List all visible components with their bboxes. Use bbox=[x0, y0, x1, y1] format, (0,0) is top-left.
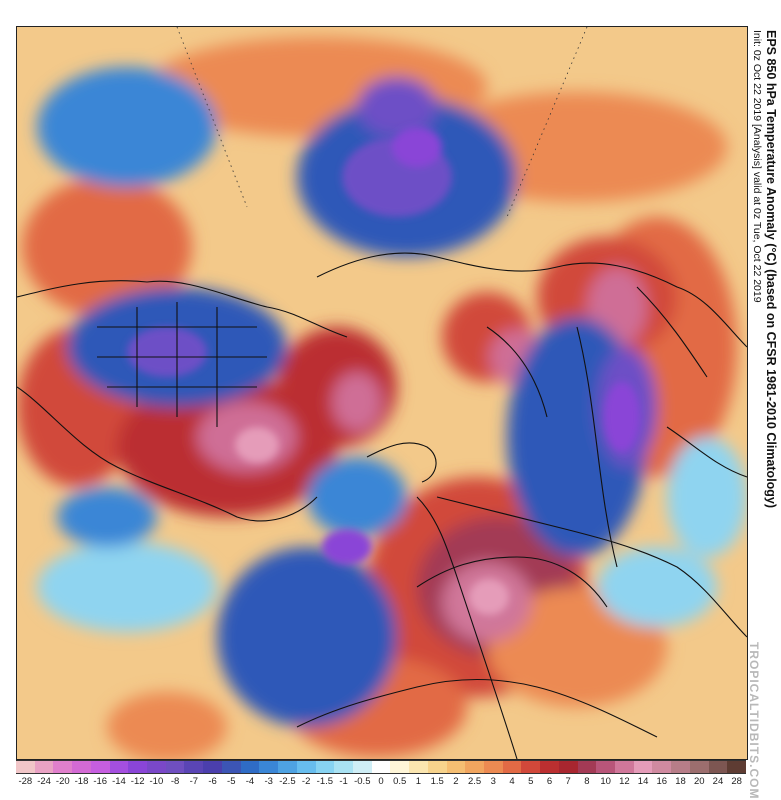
colorbar-tick-label: -16 bbox=[93, 776, 108, 787]
colorbar-tick-label: 4 bbox=[509, 776, 515, 787]
colorbar-tick-label: -1 bbox=[339, 776, 348, 787]
colorbar-swatch bbox=[409, 761, 428, 773]
colorbar-tick-label: -10 bbox=[149, 776, 164, 787]
colorbar-swatch bbox=[334, 761, 353, 773]
colorbar-tick-label: -2.5 bbox=[279, 776, 296, 787]
colorbar-swatch bbox=[596, 761, 615, 773]
colorbar-tick-label: 24 bbox=[712, 776, 724, 787]
colorbar-swatch bbox=[34, 761, 54, 773]
colorbar-swatch bbox=[128, 761, 148, 773]
colorbar-tick-label: 7 bbox=[565, 776, 571, 787]
colorbar-swatch bbox=[465, 761, 484, 773]
colorbar-tick-label: -4 bbox=[245, 776, 255, 787]
colorbar-swatch bbox=[708, 761, 728, 773]
colorbar-swatch bbox=[502, 761, 522, 773]
colorbar-tick-label: 20 bbox=[693, 776, 705, 787]
colorbar-swatch bbox=[72, 761, 91, 773]
colorbar-tick-label: 1.5 bbox=[430, 776, 444, 787]
colorbar-tick-label: 0 bbox=[378, 776, 384, 787]
colorbar-tick-label: -20 bbox=[55, 776, 70, 787]
colorbar-tick-label: 0.5 bbox=[393, 776, 407, 787]
colorbar-swatch bbox=[352, 761, 372, 773]
colorbar-tick-label: 18 bbox=[675, 776, 686, 787]
colorbar-swatch bbox=[652, 761, 672, 773]
colorbar-swatch bbox=[315, 761, 335, 773]
colorbar-tick-label: 8 bbox=[584, 776, 590, 787]
chart-title-block: EPS 850 hPa Temperature Anomaly (°C) (ba… bbox=[750, 26, 780, 586]
colorbar-swatch bbox=[540, 761, 559, 773]
colorbar-tick-label: -7 bbox=[189, 776, 199, 787]
colorbar-swatch bbox=[16, 761, 35, 773]
anomaly-map bbox=[16, 26, 748, 760]
colorbar: -28 -24 -20 -18 -16 -14 -12 -10 -8 -7 -6 -5 -4 -3 -2.5… bbox=[16, 760, 747, 798]
colorbar-swatch bbox=[165, 761, 185, 773]
colorbar-swatch bbox=[671, 761, 690, 773]
colorbar-tick-label: -5 bbox=[227, 776, 236, 787]
colorbar-swatch bbox=[259, 761, 279, 773]
colorbar-swatch bbox=[521, 761, 541, 773]
colorbar-tick-label: 10 bbox=[600, 776, 611, 787]
anomaly-cores bbox=[127, 127, 640, 615]
chart-title: EPS 850 hPa Temperature Anomaly (°C) (ba… bbox=[764, 30, 778, 509]
colorbar-tick-label: -2 bbox=[301, 776, 311, 787]
colorbar-swatch bbox=[240, 761, 260, 773]
colorbar-swatch bbox=[221, 761, 241, 773]
colorbar-labels: -28 -24 -20 -18 -16 -14 -12 -10 -8 -7 -6 -5 -4 -3 -2.5… bbox=[16, 776, 746, 787]
colorbar-tick-label: -14 bbox=[112, 776, 126, 787]
anomaly-blobs bbox=[17, 37, 747, 759]
colorbar-swatch bbox=[390, 761, 410, 773]
colorbar-swatch bbox=[184, 761, 204, 773]
coastlines bbox=[17, 252, 747, 759]
colorbar-tick-label: 1 bbox=[415, 776, 422, 787]
colorbar-swatch bbox=[203, 761, 222, 773]
colorbar-swatch bbox=[53, 761, 73, 773]
colorbar-tick-label: 14 bbox=[637, 776, 649, 787]
colorbar-swatch bbox=[633, 761, 653, 773]
colorbar-swatch bbox=[90, 761, 110, 773]
colorbar-swatch bbox=[446, 761, 466, 773]
watermark: TROPICALTIDBITS.COM bbox=[747, 642, 761, 800]
colorbar-tick-label: 5 bbox=[528, 776, 534, 787]
colorbar-tick-label: -0.5 bbox=[354, 776, 371, 787]
colorbar-swatch bbox=[427, 761, 447, 773]
temperature-anomaly-field bbox=[17, 27, 747, 759]
colorbar-tick-label: -6 bbox=[208, 776, 217, 787]
colorbar-tick-label: 2.5 bbox=[468, 776, 482, 787]
meridian-lines bbox=[176, 27, 588, 218]
colorbar-swatch bbox=[278, 761, 297, 773]
colorbar-tick-label: 3 bbox=[490, 776, 496, 787]
colorbar-tick-label: 2 bbox=[453, 776, 459, 787]
colorbar-tick-label: -3 bbox=[264, 776, 273, 787]
chart-subtitle: Init: 0z Oct 22 2019 [Analysis] valid at… bbox=[751, 30, 763, 303]
colorbar-tick-label: -8 bbox=[170, 776, 180, 787]
colorbar-tick-label: -1.5 bbox=[316, 776, 334, 787]
colorbar-tick-label: -18 bbox=[74, 776, 89, 787]
colorbar-tick-label: 12 bbox=[619, 776, 630, 787]
colorbar-swatch bbox=[727, 761, 747, 773]
colorbar-tick-label: -24 bbox=[37, 776, 51, 787]
colorbar-swatch bbox=[615, 761, 634, 773]
colorbar-swatch bbox=[371, 761, 391, 773]
colorbar-swatch bbox=[147, 761, 166, 773]
colorbar-tick-label: 6 bbox=[546, 776, 553, 787]
colorbar-swatch bbox=[689, 761, 709, 773]
colorbar-swatch bbox=[483, 761, 503, 773]
colorbar-swatches bbox=[16, 760, 747, 774]
colorbar-swatch bbox=[296, 761, 316, 773]
colorbar-tick-label: -12 bbox=[130, 776, 145, 787]
colorbar-swatch bbox=[109, 761, 129, 773]
colorbar-swatch bbox=[558, 761, 578, 773]
colorbar-tick-label: 28 bbox=[731, 776, 742, 787]
colorbar-swatch bbox=[577, 761, 597, 773]
colorbar-tick-label: -28 bbox=[18, 776, 33, 787]
colorbar-tick-label: 16 bbox=[656, 776, 668, 787]
